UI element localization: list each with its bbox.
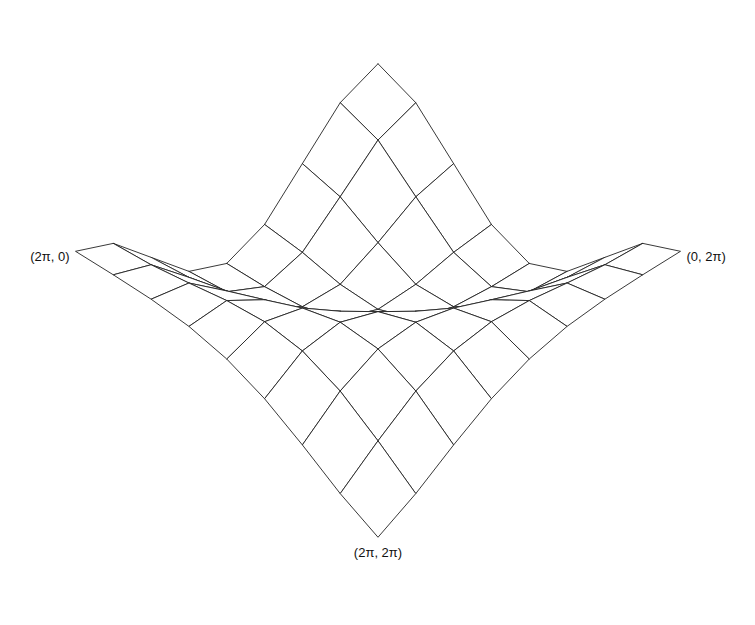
svg-text:(2π, 2π): (2π, 2π) bbox=[354, 545, 402, 560]
svg-text:(2π, 0): (2π, 0) bbox=[30, 249, 69, 264]
svg-text:(0, 2π): (0, 2π) bbox=[687, 249, 726, 264]
